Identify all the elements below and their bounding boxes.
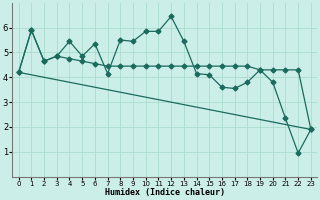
X-axis label: Humidex (Indice chaleur): Humidex (Indice chaleur): [105, 188, 225, 197]
